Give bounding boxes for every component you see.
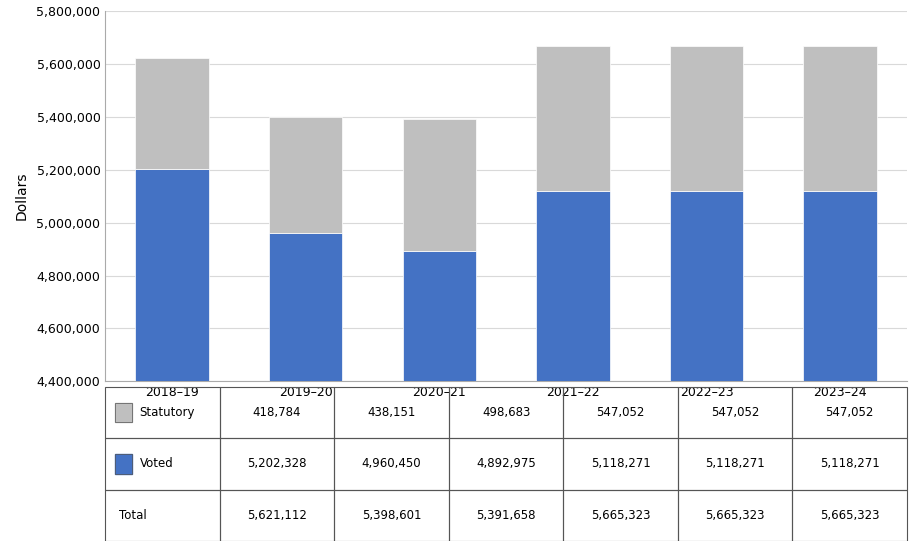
Text: 5,202,328: 5,202,328 <box>247 457 307 471</box>
Text: 5,391,658: 5,391,658 <box>476 509 536 522</box>
Bar <box>334 387 449 438</box>
Bar <box>334 438 449 490</box>
Bar <box>670 47 743 192</box>
Text: 5,118,271: 5,118,271 <box>820 457 879 471</box>
Text: Statutory: Statutory <box>139 406 195 419</box>
Bar <box>402 119 476 251</box>
Bar <box>105 438 220 490</box>
Bar <box>402 251 476 541</box>
Text: 5,665,323: 5,665,323 <box>591 509 650 522</box>
Text: 5,665,323: 5,665,323 <box>705 509 765 522</box>
Text: 5,118,271: 5,118,271 <box>591 457 650 471</box>
Bar <box>792 490 907 541</box>
Bar <box>670 192 743 541</box>
Text: 547,052: 547,052 <box>825 406 874 419</box>
Bar <box>136 169 209 541</box>
Bar <box>563 438 678 490</box>
Text: 5,118,271: 5,118,271 <box>705 457 765 471</box>
Bar <box>792 387 907 438</box>
Bar <box>536 47 610 192</box>
Text: 5,621,112: 5,621,112 <box>247 509 307 522</box>
Bar <box>803 192 877 541</box>
Bar <box>114 454 132 474</box>
Bar <box>334 490 449 541</box>
Y-axis label: Dollars: Dollars <box>14 172 28 220</box>
Bar <box>449 438 563 490</box>
Bar <box>269 117 343 233</box>
Text: 498,683: 498,683 <box>482 406 530 419</box>
Bar <box>114 454 132 474</box>
Bar <box>114 403 132 423</box>
Bar <box>563 387 678 438</box>
Text: 5,398,601: 5,398,601 <box>362 509 421 522</box>
Bar <box>563 490 678 541</box>
Bar <box>536 192 610 541</box>
Text: 438,151: 438,151 <box>367 406 416 419</box>
Bar <box>449 387 563 438</box>
Bar <box>136 58 209 169</box>
Bar <box>114 403 132 423</box>
Text: 547,052: 547,052 <box>711 406 759 419</box>
Text: 4,960,450: 4,960,450 <box>362 457 421 471</box>
Text: 5,665,323: 5,665,323 <box>820 509 879 522</box>
Bar <box>678 387 792 438</box>
Bar <box>220 490 334 541</box>
Text: Total: Total <box>119 509 147 522</box>
Bar <box>105 490 220 541</box>
Bar <box>220 387 334 438</box>
Bar <box>803 47 877 192</box>
Bar <box>449 490 563 541</box>
Text: 4,892,975: 4,892,975 <box>476 457 536 471</box>
Bar <box>269 233 343 541</box>
Bar <box>105 387 220 438</box>
Text: 418,784: 418,784 <box>253 406 301 419</box>
Text: 547,052: 547,052 <box>596 406 645 419</box>
Text: Voted: Voted <box>139 457 173 471</box>
Bar <box>678 490 792 541</box>
Bar <box>220 438 334 490</box>
Bar <box>792 438 907 490</box>
Bar <box>678 438 792 490</box>
